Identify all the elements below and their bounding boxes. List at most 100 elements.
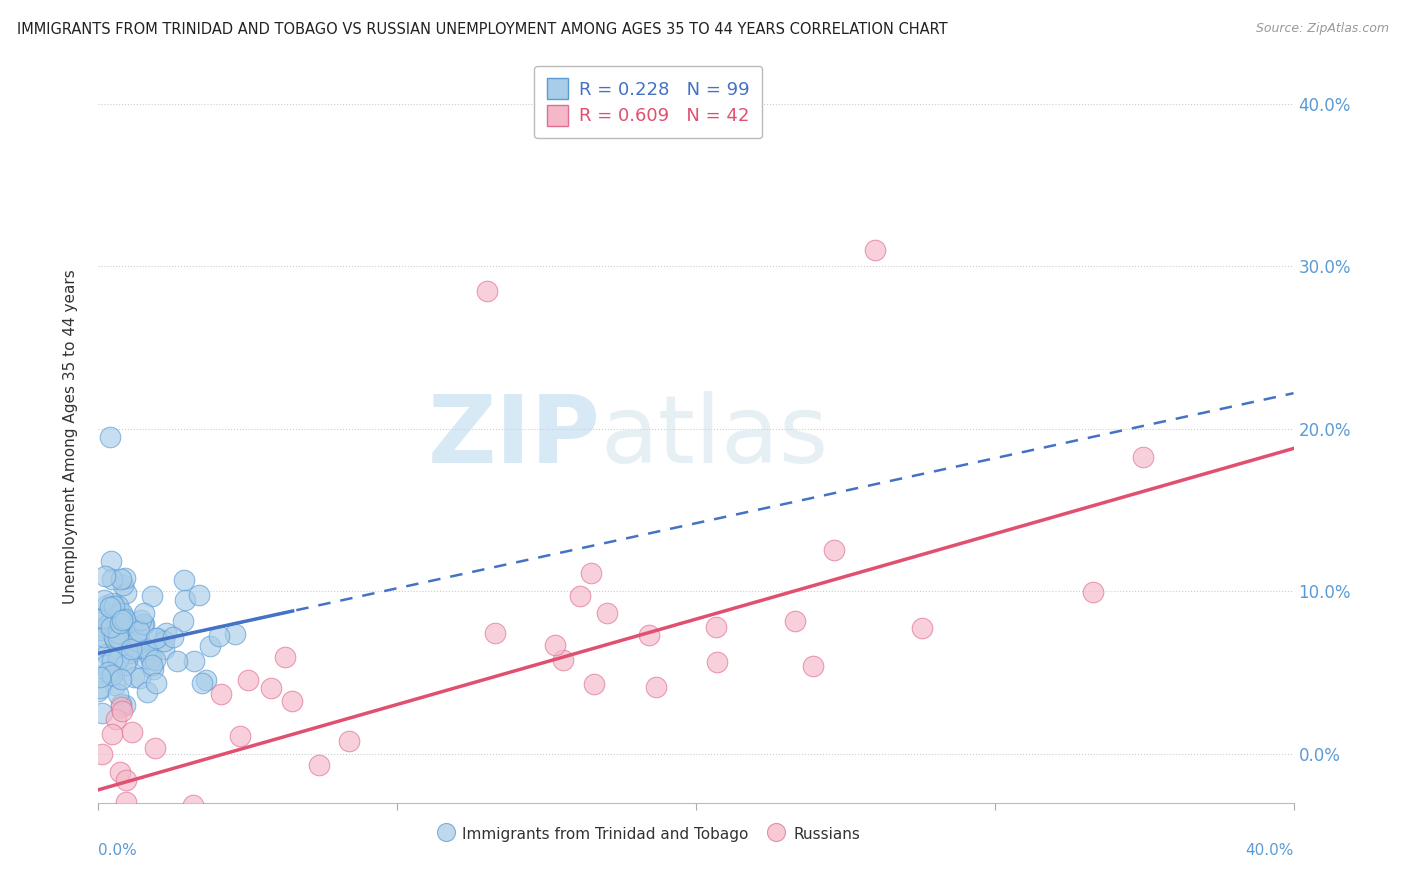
Point [108,650,131,665]
Point [801,659,824,673]
Point [114,612,136,626]
Point [145,632,167,646]
Point [114,571,136,585]
Point [110,698,132,712]
Point [1132,450,1154,465]
Text: ZIP: ZIP [427,391,600,483]
Point [114,698,136,713]
Point [110,672,132,686]
Point [94,657,117,672]
Point [155,626,177,640]
Point [89,681,111,695]
Point [89,623,111,637]
Y-axis label: Unemployment Among Ages 35 to 44 years: Unemployment Among Ages 35 to 44 years [63,269,77,605]
Point [111,626,134,640]
Point [209,687,232,701]
Point [90,612,112,626]
Point [645,680,668,694]
Point [128,624,150,638]
Point [111,704,134,718]
Point [97,665,120,679]
Point [98,600,121,615]
Point [104,837,127,851]
Point [100,595,122,609]
Point [115,586,138,600]
Point [107,687,129,701]
Point [128,671,150,685]
Point [104,658,127,673]
Point [90,638,112,652]
Point [143,740,166,755]
Point [114,658,136,673]
Point [93,630,115,644]
Point [142,662,165,676]
Point [553,653,575,667]
Point [90,872,112,887]
Point [96,890,118,892]
Point [637,628,659,642]
Point [107,631,129,645]
Point [173,593,195,607]
Point [101,572,124,586]
Point [110,613,132,627]
Point [110,615,132,630]
Point [228,729,250,743]
Point [114,773,136,788]
Point [107,599,129,614]
Point [91,747,114,761]
Point [704,620,727,634]
Point [308,757,330,772]
Point [596,607,619,621]
Point [191,676,214,690]
Point [121,724,143,739]
Point [136,685,159,699]
Point [129,613,152,627]
Point [183,653,205,667]
Point [127,641,149,656]
Point [118,646,141,660]
Point [173,573,195,587]
Point [94,569,117,583]
Point [104,606,127,620]
Point [132,606,155,620]
Point [125,633,148,648]
Point [280,694,302,708]
Point [139,652,162,666]
Point [146,631,169,645]
Point [120,641,142,656]
Point [101,872,124,887]
Point [166,654,188,668]
Point [823,542,845,557]
Point [100,554,122,568]
Text: atlas: atlas [600,391,828,483]
Text: IMMIGRANTS FROM TRINIDAD AND TOBAGO VS RUSSIAN UNEMPLOYMENT AMONG AGES 35 TO 44 : IMMIGRANTS FROM TRINIDAD AND TOBAGO VS R… [17,22,948,37]
Point [911,621,934,635]
Point [93,592,115,607]
Text: Source: ZipAtlas.com: Source: ZipAtlas.com [1256,22,1389,36]
Point [583,677,606,691]
Point [274,650,297,665]
Point [103,630,125,644]
Point [108,616,131,631]
Point [90,706,112,720]
Point [181,797,204,812]
Point [89,670,111,684]
Text: 40.0%: 40.0% [1246,843,1294,858]
Point [120,617,142,632]
Legend: Immigrants from Trinidad and Tobago, Russians: Immigrants from Trinidad and Tobago, Rus… [429,817,868,850]
Point [783,614,806,628]
Point [198,640,221,654]
Point [706,655,728,669]
Point [153,633,176,648]
Point [111,606,134,620]
Point [111,613,134,627]
Point [93,611,115,625]
Point [128,631,150,645]
Point [544,639,567,653]
Point [865,243,887,257]
Point [484,626,506,640]
Point [105,712,128,726]
Point [187,588,209,602]
Point [90,621,112,635]
Point [172,614,194,628]
